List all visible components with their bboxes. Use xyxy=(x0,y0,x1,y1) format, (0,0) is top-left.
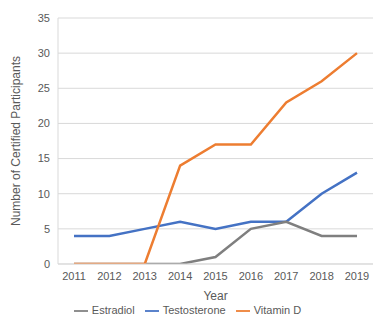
svg-text:Year: Year xyxy=(203,289,227,303)
svg-text:2019: 2019 xyxy=(345,270,369,282)
svg-text:2017: 2017 xyxy=(274,270,298,282)
svg-text:5: 5 xyxy=(44,223,50,235)
svg-text:0: 0 xyxy=(44,258,50,270)
svg-text:25: 25 xyxy=(38,82,50,94)
svg-text:2014: 2014 xyxy=(168,270,192,282)
svg-text:2011: 2011 xyxy=(62,270,86,282)
svg-text:2016: 2016 xyxy=(239,270,263,282)
svg-text:2012: 2012 xyxy=(97,270,121,282)
svg-text:2013: 2013 xyxy=(133,270,157,282)
svg-text:15: 15 xyxy=(38,152,50,164)
svg-text:30: 30 xyxy=(38,47,50,59)
svg-text:20: 20 xyxy=(38,117,50,129)
svg-text:10: 10 xyxy=(38,188,50,200)
html-text:Testosterone: Testosterone xyxy=(162,304,226,316)
svg-text:Number of Certified Participan: Number of Certified Participants xyxy=(9,56,23,226)
html-text:Vitamin D: Vitamin D xyxy=(253,304,302,316)
svg-text:2015: 2015 xyxy=(203,270,227,282)
svg-text:35: 35 xyxy=(38,12,50,24)
svg-text:2018: 2018 xyxy=(309,270,333,282)
html-text:Estradiol: Estradiol xyxy=(91,304,135,316)
